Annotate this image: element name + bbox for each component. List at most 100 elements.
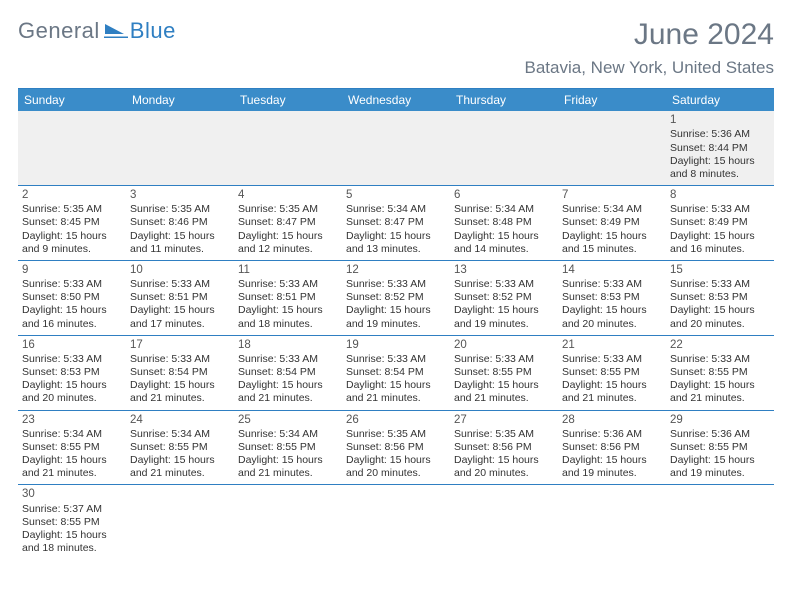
day-info-line: Daylight: 15 hours [454, 304, 554, 317]
day-info-line: and 19 minutes. [562, 467, 662, 480]
day-info-line: Sunrise: 5:33 AM [670, 353, 770, 366]
day-info-line: and 19 minutes. [670, 467, 770, 480]
day-info-line: Sunrise: 5:35 AM [238, 203, 338, 216]
day-info-line: Sunset: 8:52 PM [454, 291, 554, 304]
day-number: 7 [562, 188, 662, 202]
day-info-line: Sunrise: 5:33 AM [454, 353, 554, 366]
month-title: June 2024 [525, 18, 774, 52]
day-info-line: Daylight: 15 hours [454, 454, 554, 467]
day-info-line: Sunset: 8:53 PM [22, 366, 122, 379]
day-info-line: and 21 minutes. [238, 467, 338, 480]
dow-cell: Monday [126, 89, 234, 111]
day-info-line: Sunset: 8:56 PM [562, 441, 662, 454]
week-row: 23Sunrise: 5:34 AMSunset: 8:55 PMDayligh… [18, 411, 774, 486]
location-text: Batavia, New York, United States [525, 58, 774, 78]
day-number: 27 [454, 413, 554, 427]
day-info-line: Sunset: 8:54 PM [238, 366, 338, 379]
day-info-line: Sunset: 8:46 PM [130, 216, 230, 229]
logo-flag-icon [104, 22, 128, 40]
day-cell: 30Sunrise: 5:37 AMSunset: 8:55 PMDayligh… [18, 485, 126, 559]
day-info-line: and 21 minutes. [238, 392, 338, 405]
day-number: 10 [130, 263, 230, 277]
day-cell: 8Sunrise: 5:33 AMSunset: 8:49 PMDaylight… [666, 186, 774, 260]
day-info-line: Sunrise: 5:37 AM [22, 503, 122, 516]
day-of-week-row: SundayMondayTuesdayWednesdayThursdayFrid… [18, 89, 774, 111]
day-info-line: and 21 minutes. [346, 392, 446, 405]
day-info-line: Daylight: 15 hours [346, 379, 446, 392]
calendar-grid: SundayMondayTuesdayWednesdayThursdayFrid… [18, 88, 774, 559]
day-info-line: and 19 minutes. [346, 318, 446, 331]
day-info-line: Sunset: 8:55 PM [238, 441, 338, 454]
empty-cell [558, 111, 666, 185]
week-row: 16Sunrise: 5:33 AMSunset: 8:53 PMDayligh… [18, 336, 774, 411]
day-info-line: Sunrise: 5:33 AM [238, 278, 338, 291]
page-header: General Blue June 2024 Batavia, New York… [18, 18, 774, 78]
day-number: 23 [22, 413, 122, 427]
day-info-line: Daylight: 15 hours [130, 379, 230, 392]
calendar-page: General Blue June 2024 Batavia, New York… [0, 0, 792, 559]
day-number: 17 [130, 338, 230, 352]
day-info-line: Sunrise: 5:34 AM [238, 428, 338, 441]
day-info-line: Sunset: 8:55 PM [454, 366, 554, 379]
day-info-line: and 16 minutes. [22, 318, 122, 331]
day-info-line: and 21 minutes. [130, 467, 230, 480]
day-info-line: Sunrise: 5:33 AM [670, 203, 770, 216]
day-info-line: and 13 minutes. [346, 243, 446, 256]
day-cell: 2Sunrise: 5:35 AMSunset: 8:45 PMDaylight… [18, 186, 126, 260]
day-info-line: Sunset: 8:54 PM [130, 366, 230, 379]
day-number: 13 [454, 263, 554, 277]
day-info-line: Sunset: 8:45 PM [22, 216, 122, 229]
day-number: 11 [238, 263, 338, 277]
empty-cell [450, 111, 558, 185]
empty-cell [234, 485, 342, 559]
day-info-line: and 21 minutes. [130, 392, 230, 405]
day-number: 4 [238, 188, 338, 202]
day-info-line: Daylight: 15 hours [454, 230, 554, 243]
empty-cell [342, 111, 450, 185]
day-cell: 7Sunrise: 5:34 AMSunset: 8:49 PMDaylight… [558, 186, 666, 260]
day-info-line: Daylight: 15 hours [130, 454, 230, 467]
day-info-line: Sunrise: 5:34 AM [454, 203, 554, 216]
day-info-line: Sunrise: 5:35 AM [22, 203, 122, 216]
day-cell: 23Sunrise: 5:34 AMSunset: 8:55 PMDayligh… [18, 411, 126, 485]
day-info-line: Daylight: 15 hours [562, 304, 662, 317]
day-info-line: Sunrise: 5:34 AM [346, 203, 446, 216]
day-info-line: and 15 minutes. [562, 243, 662, 256]
empty-cell [558, 485, 666, 559]
day-cell: 1Sunrise: 5:36 AMSunset: 8:44 PMDaylight… [666, 111, 774, 185]
day-info-line: Sunrise: 5:33 AM [346, 353, 446, 366]
weeks-container: 1Sunrise: 5:36 AMSunset: 8:44 PMDaylight… [18, 111, 774, 559]
day-info-line: Sunset: 8:55 PM [22, 516, 122, 529]
day-info-line: Sunrise: 5:33 AM [22, 353, 122, 366]
day-info-line: and 12 minutes. [238, 243, 338, 256]
day-info-line: Sunrise: 5:35 AM [454, 428, 554, 441]
day-info-line: Daylight: 15 hours [238, 379, 338, 392]
day-number: 16 [22, 338, 122, 352]
day-info-line: Sunset: 8:55 PM [22, 441, 122, 454]
day-info-line: Sunrise: 5:33 AM [670, 278, 770, 291]
day-info-line: Daylight: 15 hours [562, 379, 662, 392]
day-number: 26 [346, 413, 446, 427]
day-number: 20 [454, 338, 554, 352]
week-row: 30Sunrise: 5:37 AMSunset: 8:55 PMDayligh… [18, 485, 774, 559]
dow-cell: Wednesday [342, 89, 450, 111]
day-info-line: Sunrise: 5:34 AM [130, 428, 230, 441]
day-cell: 12Sunrise: 5:33 AMSunset: 8:52 PMDayligh… [342, 261, 450, 335]
day-info-line: Daylight: 15 hours [670, 155, 770, 168]
day-info-line: Daylight: 15 hours [22, 230, 122, 243]
day-info-line: Sunrise: 5:36 AM [562, 428, 662, 441]
day-info-line: Sunset: 8:53 PM [562, 291, 662, 304]
day-info-line: Sunrise: 5:36 AM [670, 428, 770, 441]
day-number: 8 [670, 188, 770, 202]
day-info-line: Daylight: 15 hours [130, 304, 230, 317]
day-info-line: Sunset: 8:55 PM [670, 366, 770, 379]
day-info-line: and 16 minutes. [670, 243, 770, 256]
dow-cell: Thursday [450, 89, 558, 111]
day-number: 14 [562, 263, 662, 277]
day-info-line: Daylight: 15 hours [22, 529, 122, 542]
empty-cell [126, 485, 234, 559]
day-number: 6 [454, 188, 554, 202]
day-number: 1 [670, 113, 770, 127]
day-info-line: Sunrise: 5:33 AM [562, 353, 662, 366]
day-info-line: Sunset: 8:47 PM [346, 216, 446, 229]
